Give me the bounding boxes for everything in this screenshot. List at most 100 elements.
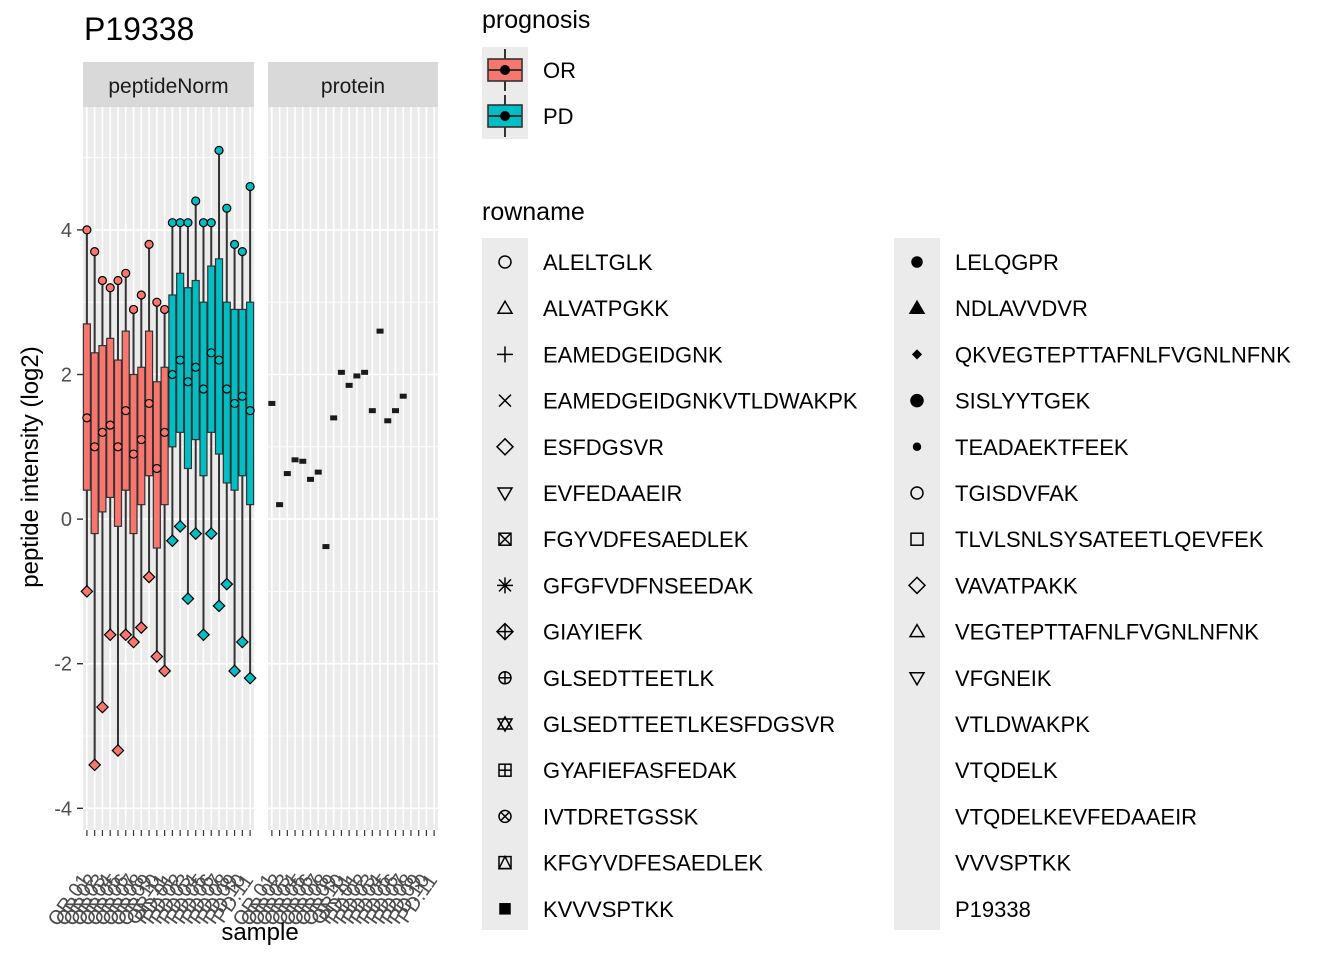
boxplot-PD.10 bbox=[235, 247, 249, 649]
point bbox=[181, 592, 195, 606]
point bbox=[214, 355, 224, 365]
point bbox=[191, 196, 201, 206]
legend-shape-triangle-down-open bbox=[908, 672, 926, 687]
legend-label-rowname: EVFEDAAEIR bbox=[543, 481, 682, 506]
protein-point bbox=[392, 408, 399, 414]
legend-shape-square-triangle bbox=[497, 854, 513, 870]
point bbox=[128, 304, 139, 315]
legend-shape-asterisk bbox=[497, 577, 513, 594]
point bbox=[198, 384, 209, 394]
box bbox=[82, 323, 91, 491]
legend-label-rowname: IVTDRETGSSK bbox=[543, 804, 699, 829]
protein-point bbox=[376, 328, 384, 334]
legend-shape-diamond-plus bbox=[495, 622, 515, 641]
point bbox=[222, 203, 232, 213]
legend-key-OR bbox=[482, 47, 528, 93]
protein-point bbox=[368, 408, 376, 414]
point bbox=[152, 297, 162, 307]
legend-label-OR: OR bbox=[543, 58, 576, 83]
protein-point bbox=[345, 382, 353, 388]
y-axis-title: peptide intensity (log2) bbox=[17, 346, 44, 587]
legend-shape-triangle-filled bbox=[908, 299, 926, 314]
facet-strip bbox=[83, 62, 254, 107]
legend-shape-circle-filled-small bbox=[912, 442, 922, 452]
protein-point bbox=[384, 418, 392, 424]
point bbox=[121, 268, 131, 278]
point bbox=[90, 247, 100, 257]
legend-shape-diamond-filled-small bbox=[911, 349, 923, 360]
legend-title-rowname: rowname bbox=[482, 198, 585, 226]
point bbox=[237, 391, 247, 401]
legend-shape-square-cross bbox=[498, 532, 512, 546]
legend-label-rowname: VEGTEPTTAFNLFVGNLNFNK bbox=[955, 620, 1259, 645]
legend-label-rowname: EAMEDGEIDGNK bbox=[543, 342, 723, 367]
facet-protein: OR.01OR.02OR.03OR.04OR.05OR.06OR.07OR.08… bbox=[229, 62, 442, 930]
legend-shape-triangle-open bbox=[496, 299, 514, 314]
point bbox=[144, 398, 154, 409]
point bbox=[237, 247, 247, 257]
point bbox=[222, 384, 232, 394]
point bbox=[90, 442, 100, 452]
point bbox=[183, 377, 193, 387]
y-tick-label: 4 bbox=[61, 220, 72, 242]
legend-shape-triangle-open bbox=[908, 623, 926, 638]
boxplot-OR.05 bbox=[111, 275, 125, 757]
point bbox=[158, 664, 172, 678]
point bbox=[173, 519, 187, 533]
legend-label-rowname: TEADAEKTFEEK bbox=[955, 435, 1129, 460]
point bbox=[206, 218, 216, 228]
x-axis-title: sample bbox=[221, 919, 298, 946]
facet-strip-label: protein bbox=[321, 75, 385, 98]
y-tick-label: 2 bbox=[61, 365, 72, 387]
boxplot-OR.11 bbox=[158, 304, 172, 678]
plot-title: P19338 bbox=[84, 11, 194, 47]
protein-point bbox=[330, 415, 338, 421]
point bbox=[111, 743, 125, 757]
legend-label-rowname: TGISDVFAK bbox=[955, 481, 1079, 506]
point bbox=[160, 304, 170, 315]
legend-label-rowname: NDLAVVDVR bbox=[955, 296, 1088, 321]
legend-key-point bbox=[500, 65, 510, 75]
facet-strip-label: peptideNorm bbox=[108, 75, 228, 98]
legend-key-point bbox=[500, 111, 510, 121]
boxplot-PD.09 bbox=[228, 239, 242, 678]
point bbox=[228, 664, 242, 678]
protein-point bbox=[322, 544, 330, 550]
point bbox=[152, 463, 162, 474]
legend-key-PD bbox=[482, 93, 528, 139]
boxplot-OR.09 bbox=[142, 239, 156, 584]
panels: OR.01OR.02OR.03OR.04OR.05OR.06OR.07OR.08… bbox=[44, 62, 442, 930]
point bbox=[212, 599, 226, 613]
point bbox=[144, 239, 154, 249]
point bbox=[136, 290, 146, 300]
legend-label-rowname: ALVATPGKK bbox=[543, 296, 669, 321]
protein-point bbox=[399, 393, 407, 399]
legend-label-rowname: VFGNEIK bbox=[955, 666, 1052, 691]
point bbox=[229, 398, 240, 409]
boxplot-PD.07 bbox=[212, 145, 226, 613]
legend-label-rowname: VVVSPTKK bbox=[955, 851, 1071, 876]
legend-shape-square-plus bbox=[498, 763, 512, 777]
legend-shape-plus bbox=[497, 346, 513, 363]
point bbox=[128, 449, 139, 459]
point bbox=[167, 218, 177, 228]
point bbox=[82, 413, 92, 423]
boxplot-OR.04 bbox=[103, 283, 117, 642]
protein-point bbox=[307, 476, 314, 482]
legend-keys-bg bbox=[894, 238, 940, 930]
point bbox=[142, 570, 156, 584]
point bbox=[105, 283, 115, 293]
legend-shape-star-of-david bbox=[496, 715, 514, 733]
facet-peptideNorm: OR.01OR.02OR.03OR.04OR.05OR.06OR.07OR.08… bbox=[44, 62, 258, 930]
legend-shape-circle-filled-large bbox=[910, 393, 924, 408]
y-tick-label: 0 bbox=[61, 509, 72, 531]
point bbox=[229, 239, 240, 249]
point bbox=[127, 635, 141, 649]
point bbox=[119, 628, 133, 642]
protein-point bbox=[299, 458, 307, 464]
boxplot-PD.05 bbox=[196, 218, 210, 642]
point bbox=[204, 527, 218, 541]
legend-label-rowname: GFGFVDFNSEEDAK bbox=[543, 573, 754, 598]
point bbox=[105, 420, 115, 430]
